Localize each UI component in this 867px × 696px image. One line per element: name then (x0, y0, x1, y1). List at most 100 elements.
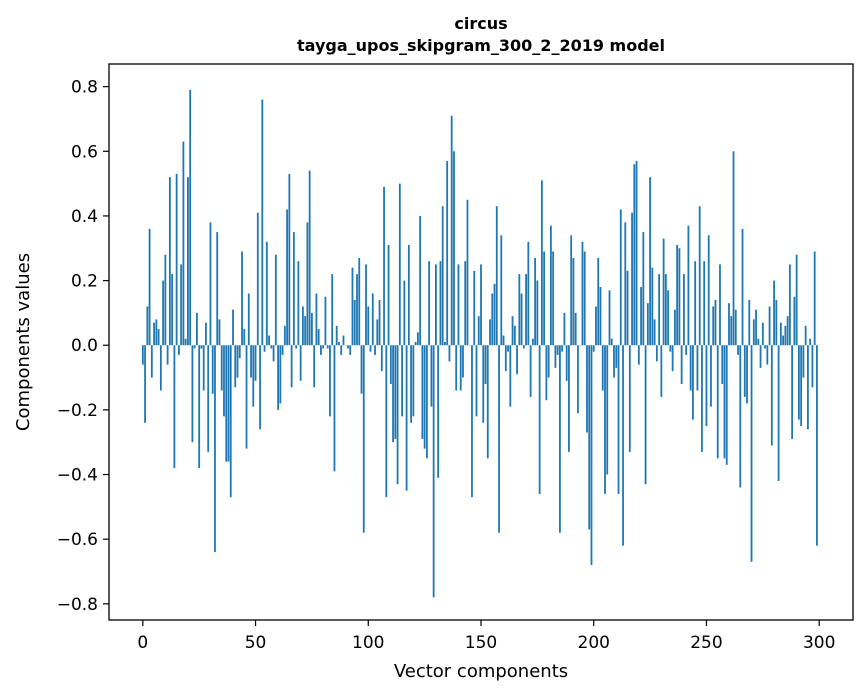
bar-297 (811, 345, 814, 388)
bar-94 (353, 299, 356, 346)
y-ticks: −0.8 −0.6 −0.4 −0.2 0.0 0.2 0.4 0.6 0.8 (57, 78, 109, 615)
bar-144 (466, 199, 469, 346)
bar-233 (667, 290, 670, 346)
bar-29 (207, 345, 210, 452)
bar-105 (378, 299, 381, 346)
bar-122 (416, 332, 419, 346)
bar-106 (380, 345, 383, 372)
bar-143 (464, 261, 467, 346)
bar-60 (277, 345, 279, 410)
bar-203 (599, 287, 602, 346)
bar-198 (588, 345, 591, 530)
bar-263 (734, 309, 737, 346)
bar-271 (752, 319, 755, 346)
x-tick-label: 150 (465, 633, 497, 653)
bar-248 (701, 345, 703, 452)
bar-44 (241, 251, 243, 346)
bar-45 (243, 329, 246, 346)
bar-254 (714, 299, 717, 346)
bar-247 (698, 206, 701, 346)
x-tick-label: 200 (578, 633, 610, 653)
bar-151 (482, 345, 485, 423)
bar-299 (816, 345, 818, 546)
x-tick-label: 50 (245, 633, 267, 653)
bar-292 (800, 345, 803, 427)
bar-243 (689, 345, 692, 391)
bar-137 (450, 115, 453, 346)
bar-38 (227, 345, 230, 462)
bar-123 (419, 215, 422, 346)
bar-95 (356, 274, 358, 346)
bar-46 (245, 345, 248, 449)
bar-262 (732, 151, 735, 346)
bar-76 (313, 345, 316, 388)
bar-276 (764, 345, 766, 349)
bar-172 (529, 345, 532, 397)
bar-110 (389, 345, 392, 385)
bar-25 (198, 345, 201, 469)
bar-85 (333, 345, 336, 472)
chart-title: circus (454, 14, 507, 33)
x-tick-label: 250 (690, 633, 722, 653)
bar-136 (448, 345, 451, 362)
bar-173 (531, 338, 534, 346)
bar-201 (595, 306, 597, 346)
bar-269 (748, 299, 751, 346)
bar-209 (613, 345, 615, 378)
bar-130 (435, 264, 437, 346)
x-axis-label: Vector components (394, 661, 568, 682)
bar-64 (286, 209, 289, 346)
bar-197 (586, 345, 588, 433)
bar-11 (166, 345, 169, 365)
bar-48 (250, 345, 252, 378)
bar-14 (173, 345, 176, 469)
bar-222 (642, 232, 645, 346)
bar-70 (299, 345, 302, 381)
y-axis-label: Components values (13, 253, 34, 431)
bar-77 (315, 293, 318, 346)
bar-47 (247, 293, 250, 346)
bar-43 (238, 345, 241, 359)
bar-112 (394, 345, 397, 439)
bar-171 (527, 241, 530, 346)
y-tick-label: 0.4 (71, 207, 98, 227)
bar-160 (502, 335, 505, 346)
bar-117 (405, 345, 408, 491)
bar-249 (703, 261, 706, 346)
bar-159 (500, 235, 503, 346)
bar-102 (371, 293, 374, 346)
x-tick-label: 0 (137, 633, 148, 653)
bar-42 (236, 345, 239, 378)
bar-107 (383, 186, 385, 346)
bar-127 (428, 261, 431, 346)
bar-1 (144, 345, 146, 423)
bar-140 (457, 264, 460, 346)
bar-251 (707, 235, 710, 346)
bar-174 (534, 257, 537, 346)
bar-205 (604, 345, 606, 494)
bar-221 (640, 287, 642, 346)
bar-27 (202, 345, 205, 391)
bar-164 (511, 316, 514, 346)
bar-264 (737, 345, 739, 355)
bar-289 (793, 296, 796, 346)
bar-162 (507, 345, 509, 352)
bar-296 (809, 338, 812, 346)
bar-158 (498, 345, 500, 533)
bar-24 (196, 312, 198, 346)
bar-283 (779, 322, 782, 346)
bar-224 (646, 303, 649, 346)
bar-220 (637, 345, 640, 365)
bar-267 (743, 345, 746, 397)
bar-293 (802, 345, 805, 378)
bar-219 (635, 160, 638, 346)
bars-group (141, 89, 818, 598)
bar-242 (687, 225, 690, 346)
x-ticks: 0 50 100 150 200 250 300 (137, 620, 835, 653)
bar-116 (403, 280, 406, 346)
bar-234 (669, 345, 672, 352)
bar-62 (281, 345, 284, 355)
bar-73 (306, 222, 309, 346)
bar-277 (766, 345, 769, 365)
bar-163 (509, 345, 512, 407)
